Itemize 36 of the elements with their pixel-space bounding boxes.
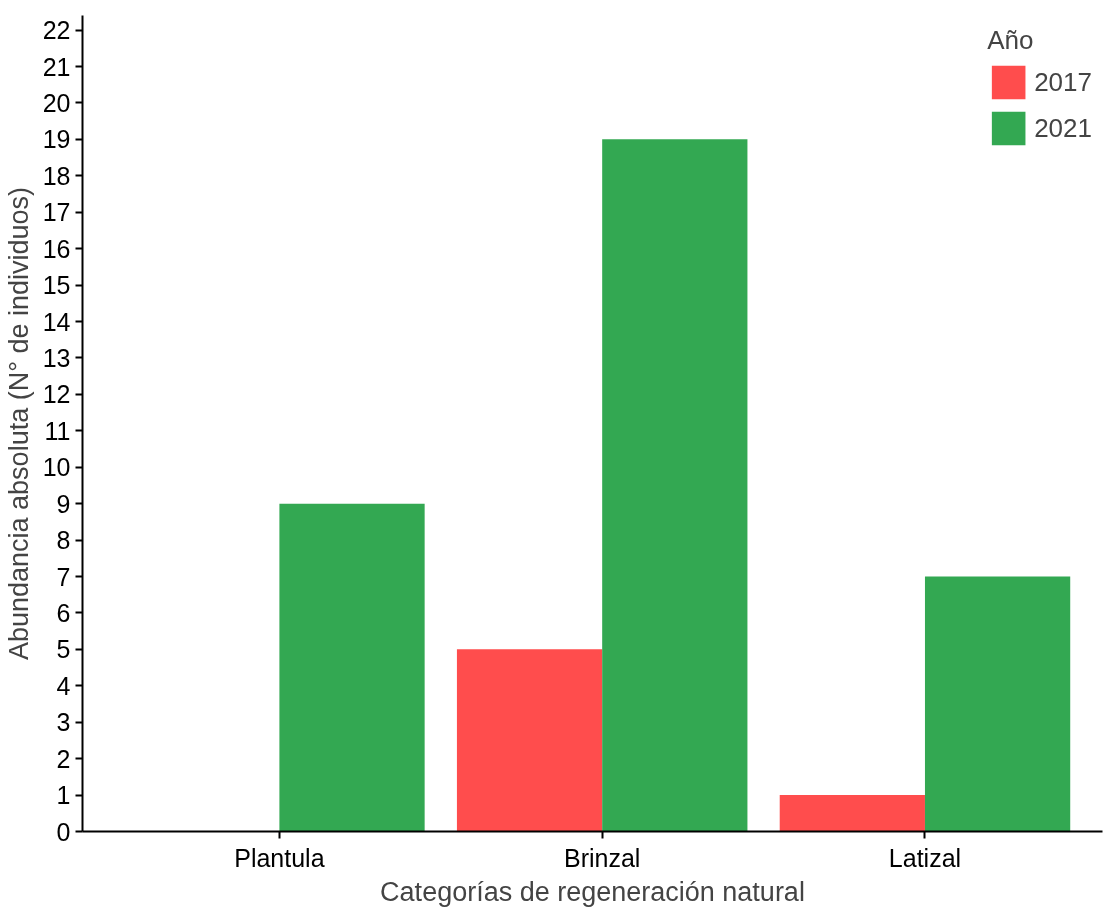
y-tick-label: 16	[42, 234, 71, 263]
x-tick-label: Latizal	[888, 843, 962, 872]
y-tick-label: 9	[56, 489, 71, 518]
bar	[779, 795, 925, 832]
y-axis-title: Abundancia absoluta (N° de individuos)	[3, 186, 34, 661]
y-tick-label: 15	[42, 271, 71, 300]
y-tick-label: 17	[42, 198, 71, 227]
y-tick-label: 20	[42, 88, 71, 117]
y-tick-label: 14	[42, 307, 71, 336]
legend-label: 2017	[1034, 66, 1092, 98]
legend-title: Año	[987, 25, 1035, 56]
y-tick-label: 0	[56, 817, 71, 846]
y-tick-label: 13	[42, 343, 71, 372]
y-tick-label: 11	[44, 416, 71, 445]
y-tick-label: 12	[42, 380, 71, 409]
y-tick-label: 2	[56, 744, 71, 773]
legend-label: 2021	[1034, 112, 1092, 144]
y-tick-label: 8	[56, 526, 71, 555]
y-tick-label: 1	[56, 781, 71, 810]
bar	[602, 139, 748, 832]
y-tick-label: 5	[56, 635, 71, 664]
y-tick-label: 22	[42, 16, 71, 45]
bar	[456, 649, 603, 832]
x-axis-title: Categorías de regeneración natural	[380, 876, 805, 907]
x-tick-label: Brinzal	[563, 843, 641, 872]
y-tick-label: 7	[56, 562, 71, 591]
y-tick-label: 6	[56, 598, 71, 627]
x-tick-label: Plantula	[234, 843, 325, 872]
y-tick-label: 18	[42, 161, 71, 190]
y-tick-label: 21	[42, 52, 71, 81]
bar	[279, 503, 425, 832]
y-tick-label: 10	[42, 453, 71, 482]
y-tick-label: 4	[56, 671, 71, 700]
bar	[924, 576, 1071, 832]
y-tick-label: 3	[56, 708, 71, 737]
y-tick-label: 19	[42, 125, 71, 154]
